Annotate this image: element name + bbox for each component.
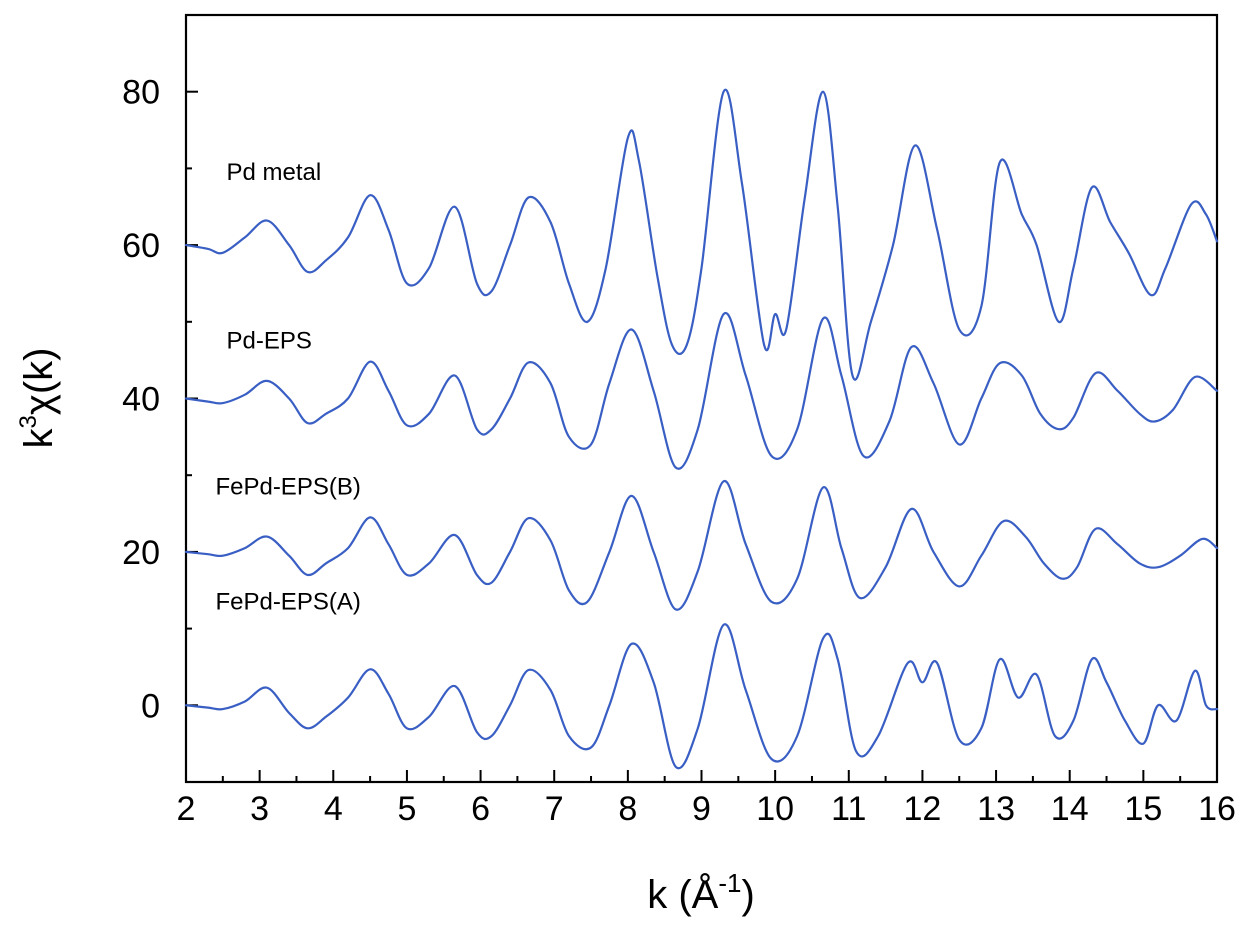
series-line-fepd-eps-b bbox=[184, 480, 1219, 611]
x-tick-label: 10 bbox=[756, 790, 794, 828]
x-tick-label: 12 bbox=[904, 790, 942, 828]
y-tick-label: 60 bbox=[122, 227, 160, 265]
x-tick-label: 11 bbox=[831, 790, 866, 828]
series-line-pd-eps bbox=[184, 311, 1219, 470]
x-axis-title-sup: -1 bbox=[718, 868, 741, 898]
x-axis-title-base: k (Å bbox=[647, 872, 718, 917]
y-tick-label: 0 bbox=[141, 687, 160, 725]
x-axis-title: k (Å-1) bbox=[647, 868, 755, 917]
y-tick-label: 40 bbox=[122, 381, 160, 419]
x-tick-label: 6 bbox=[471, 790, 490, 828]
x-tick-label: 5 bbox=[397, 790, 416, 828]
y-tick-label: 20 bbox=[122, 534, 160, 572]
x-tick-label: 7 bbox=[545, 790, 564, 828]
y-axis-title: k3χ(k) bbox=[15, 348, 61, 449]
y-axis-title-sup: 3 bbox=[15, 415, 42, 428]
series-label-fepd-eps-a: FePd-EPS(A) bbox=[215, 588, 360, 615]
series-label-fepd-eps-b: FePd-EPS(B) bbox=[215, 473, 360, 500]
x-tick-label: 2 bbox=[177, 790, 196, 828]
series-line-pd-metal bbox=[184, 88, 1219, 381]
series-line-fepd-eps-a bbox=[184, 623, 1219, 770]
series-labels: Pd metal Pd-EPS FePd-EPS(B) FePd-EPS(A) bbox=[215, 159, 360, 616]
x-tick-label: 9 bbox=[692, 790, 711, 828]
y-axis-title-post: χ(k) bbox=[17, 348, 61, 416]
x-tick-label: 13 bbox=[977, 790, 1015, 828]
plot-border bbox=[184, 13, 1219, 784]
axis-ticks: 2 3 4 5 6 7 8 9 10 11 12 13 14 15 16 0 20 40 60 80 bbox=[122, 14, 1236, 828]
x-axis-title-tail: ) bbox=[741, 873, 754, 917]
series-label-pd-metal: Pd metal bbox=[227, 159, 322, 186]
x-tick-label: 14 bbox=[1051, 790, 1089, 828]
x-tick-label: 16 bbox=[1198, 790, 1236, 828]
x-tick-label: 3 bbox=[250, 790, 269, 828]
x-tick-label: 4 bbox=[324, 790, 343, 828]
plot-frame bbox=[184, 13, 1219, 784]
x-tick-label: 8 bbox=[618, 790, 637, 828]
series-label-pd-eps: Pd-EPS bbox=[227, 328, 312, 355]
series-lines bbox=[184, 88, 1219, 770]
x-tick-label: 15 bbox=[1124, 790, 1162, 828]
y-tick-label: 80 bbox=[122, 74, 160, 112]
y-axis-title-pre: k bbox=[17, 428, 61, 449]
